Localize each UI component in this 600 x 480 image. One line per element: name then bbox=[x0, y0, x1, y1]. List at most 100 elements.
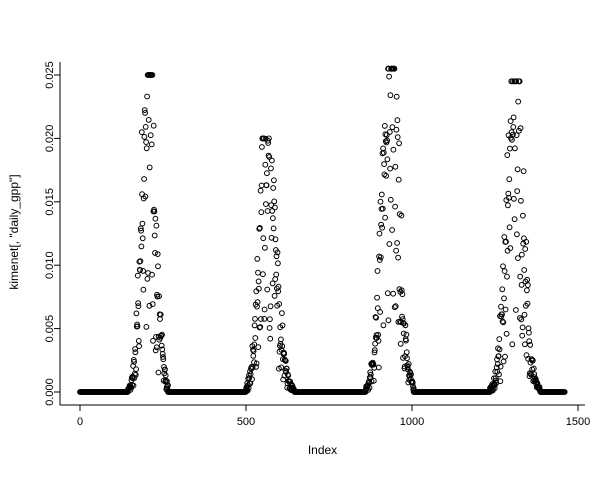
data-point bbox=[140, 268, 147, 274]
data-point bbox=[530, 365, 537, 372]
data-point bbox=[258, 182, 265, 189]
data-point bbox=[403, 337, 409, 344]
data-point bbox=[370, 361, 377, 368]
data-point bbox=[137, 258, 144, 265]
data-point bbox=[507, 245, 514, 252]
data-point bbox=[499, 318, 506, 325]
data-point bbox=[503, 238, 509, 245]
data-point bbox=[391, 65, 398, 72]
data-point bbox=[503, 330, 510, 337]
data-point bbox=[394, 134, 401, 141]
data-point bbox=[493, 364, 500, 371]
data-point bbox=[252, 335, 259, 341]
data-point bbox=[500, 263, 506, 270]
data-point bbox=[142, 193, 149, 200]
data-point bbox=[406, 372, 413, 379]
data-point bbox=[401, 363, 408, 370]
data-point bbox=[515, 255, 521, 262]
data-point bbox=[275, 260, 281, 267]
data-point bbox=[253, 360, 260, 367]
data-point bbox=[251, 341, 258, 348]
data-point bbox=[285, 372, 292, 379]
data-point bbox=[500, 358, 507, 365]
data-point bbox=[160, 356, 167, 363]
data-point bbox=[384, 156, 391, 163]
data-point bbox=[130, 382, 137, 389]
data-point bbox=[509, 78, 516, 85]
data-point bbox=[522, 341, 528, 348]
data-point bbox=[372, 340, 379, 347]
data-point bbox=[396, 140, 403, 147]
data-point bbox=[253, 364, 259, 370]
data-point bbox=[395, 176, 402, 183]
data-point bbox=[393, 93, 400, 100]
data-point bbox=[409, 379, 416, 386]
data-point bbox=[385, 317, 392, 324]
y-axis-title: kimenet[, "daily_gpp"] bbox=[7, 174, 21, 290]
data-point bbox=[131, 375, 138, 381]
data-point bbox=[393, 126, 400, 133]
data-point bbox=[519, 324, 526, 331]
data-point bbox=[260, 271, 266, 278]
data-point bbox=[271, 293, 278, 299]
data-point bbox=[398, 287, 405, 294]
data-point bbox=[517, 125, 524, 132]
data-point bbox=[256, 324, 263, 331]
data-point bbox=[158, 342, 165, 349]
data-point bbox=[250, 348, 257, 355]
data-point bbox=[400, 330, 407, 337]
data-point bbox=[264, 170, 270, 177]
data-point bbox=[262, 161, 269, 168]
data-point bbox=[403, 331, 410, 338]
data-point bbox=[520, 212, 526, 219]
data-point bbox=[377, 198, 384, 205]
data-point bbox=[387, 196, 394, 203]
data-point bbox=[163, 377, 169, 384]
data-point bbox=[272, 236, 279, 243]
data-point bbox=[135, 300, 142, 307]
data-point bbox=[149, 72, 156, 78]
data-point bbox=[404, 355, 410, 362]
data-point bbox=[507, 145, 513, 152]
data-point bbox=[520, 240, 527, 247]
data-point bbox=[143, 324, 150, 330]
data-point bbox=[279, 310, 285, 317]
data-point bbox=[405, 361, 412, 367]
data-point bbox=[366, 384, 373, 391]
data-point bbox=[526, 329, 532, 336]
data-point bbox=[499, 286, 506, 293]
data-point bbox=[258, 316, 264, 322]
data-point bbox=[269, 157, 275, 164]
data-point bbox=[515, 98, 522, 105]
data-point bbox=[146, 302, 153, 309]
data-point bbox=[521, 267, 528, 273]
data-point bbox=[160, 354, 166, 360]
data-point bbox=[159, 351, 166, 357]
data-point bbox=[380, 322, 387, 329]
data-point bbox=[506, 176, 513, 183]
data-point bbox=[374, 294, 381, 301]
data-point bbox=[142, 124, 149, 130]
data-point bbox=[131, 358, 138, 365]
data-point bbox=[522, 246, 529, 252]
data-point bbox=[152, 347, 159, 354]
data-point bbox=[283, 365, 290, 372]
data-point bbox=[382, 214, 389, 221]
data-point bbox=[397, 340, 404, 347]
data-point bbox=[509, 341, 516, 348]
data-point bbox=[257, 324, 264, 330]
data-point bbox=[148, 141, 155, 148]
data-point bbox=[151, 208, 158, 215]
data-point bbox=[132, 349, 139, 356]
data-point bbox=[513, 307, 519, 313]
data-point bbox=[162, 366, 168, 373]
data-point bbox=[521, 311, 528, 318]
data-point bbox=[153, 222, 160, 229]
data-point bbox=[281, 350, 288, 357]
y-tick-label: 0.025 bbox=[44, 61, 56, 89]
data-point bbox=[381, 171, 388, 178]
data-point bbox=[371, 347, 378, 354]
data-point bbox=[138, 129, 145, 136]
data-point bbox=[141, 176, 148, 182]
data-point bbox=[375, 331, 382, 338]
